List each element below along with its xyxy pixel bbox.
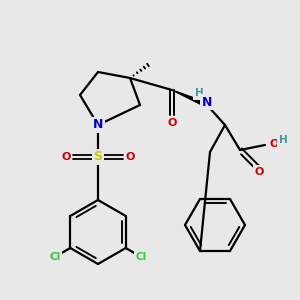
Text: H: H xyxy=(195,88,203,98)
Text: O: O xyxy=(270,139,279,149)
Text: H: H xyxy=(279,135,287,145)
Text: O: O xyxy=(61,152,71,162)
Text: Cl: Cl xyxy=(136,252,147,262)
Text: Cl: Cl xyxy=(49,252,60,262)
Text: S: S xyxy=(94,151,103,164)
Text: N: N xyxy=(202,95,212,109)
Text: N: N xyxy=(93,118,103,131)
Text: O: O xyxy=(125,152,135,162)
Text: O: O xyxy=(254,167,264,177)
Polygon shape xyxy=(172,90,208,107)
Text: O: O xyxy=(167,118,177,128)
